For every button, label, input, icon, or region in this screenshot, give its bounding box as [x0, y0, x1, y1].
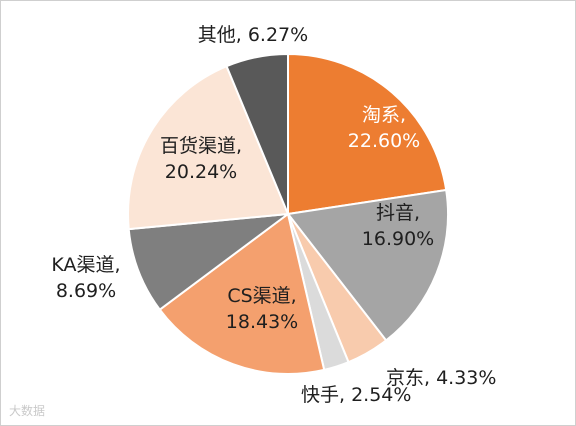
slice-label-value: 8.69% [56, 280, 116, 302]
slice-label-name: 快手, 2.54% [301, 384, 411, 406]
slice-label: KA渠道, 8.69% [51, 254, 120, 302]
pie-slices [127, 52, 449, 375]
pie-slice [287, 52, 448, 216]
slice-label: 百货渠道, 20.24% [160, 135, 242, 183]
slice-label-name: CS渠道, [227, 285, 296, 307]
slice-label-value: 22.60% [348, 130, 420, 152]
slice-label-value: 16.90% [362, 228, 434, 250]
slice-label-value: 18.43% [226, 311, 298, 333]
pie-slice [127, 212, 292, 312]
slice-label: CS渠道, 18.43% [226, 285, 298, 333]
slice-label: 抖音, 16.90% [362, 202, 434, 250]
slice-label-name: 抖音, [376, 202, 420, 224]
slice-label-name: 其他, 6.27% [198, 24, 308, 46]
pie-slice [286, 188, 449, 342]
slice-label: 快手, 2.54% [301, 384, 411, 406]
pie-slice [158, 212, 326, 375]
slice-label-name: KA渠道, [51, 254, 120, 276]
watermark: 大数据 [9, 404, 46, 418]
pie-slice [225, 52, 289, 215]
slice-label: 京东, 4.33% [386, 367, 496, 389]
slice-label-name: 淘系, [362, 104, 406, 126]
slice-label: 淘系, 22.60% [348, 104, 420, 152]
slice-label: 其他, 6.27% [198, 24, 308, 46]
pie-slice [127, 64, 290, 231]
pie-labels: 淘系, 22.60% 抖音, 16.90% 京东, 4.33%快手, 2.54% CS渠道… [51, 24, 496, 406]
slice-label-name: 百货渠道, [160, 135, 242, 157]
slice-label-value: 20.24% [165, 161, 237, 183]
slice-label-name: 京东, 4.33% [386, 367, 496, 389]
